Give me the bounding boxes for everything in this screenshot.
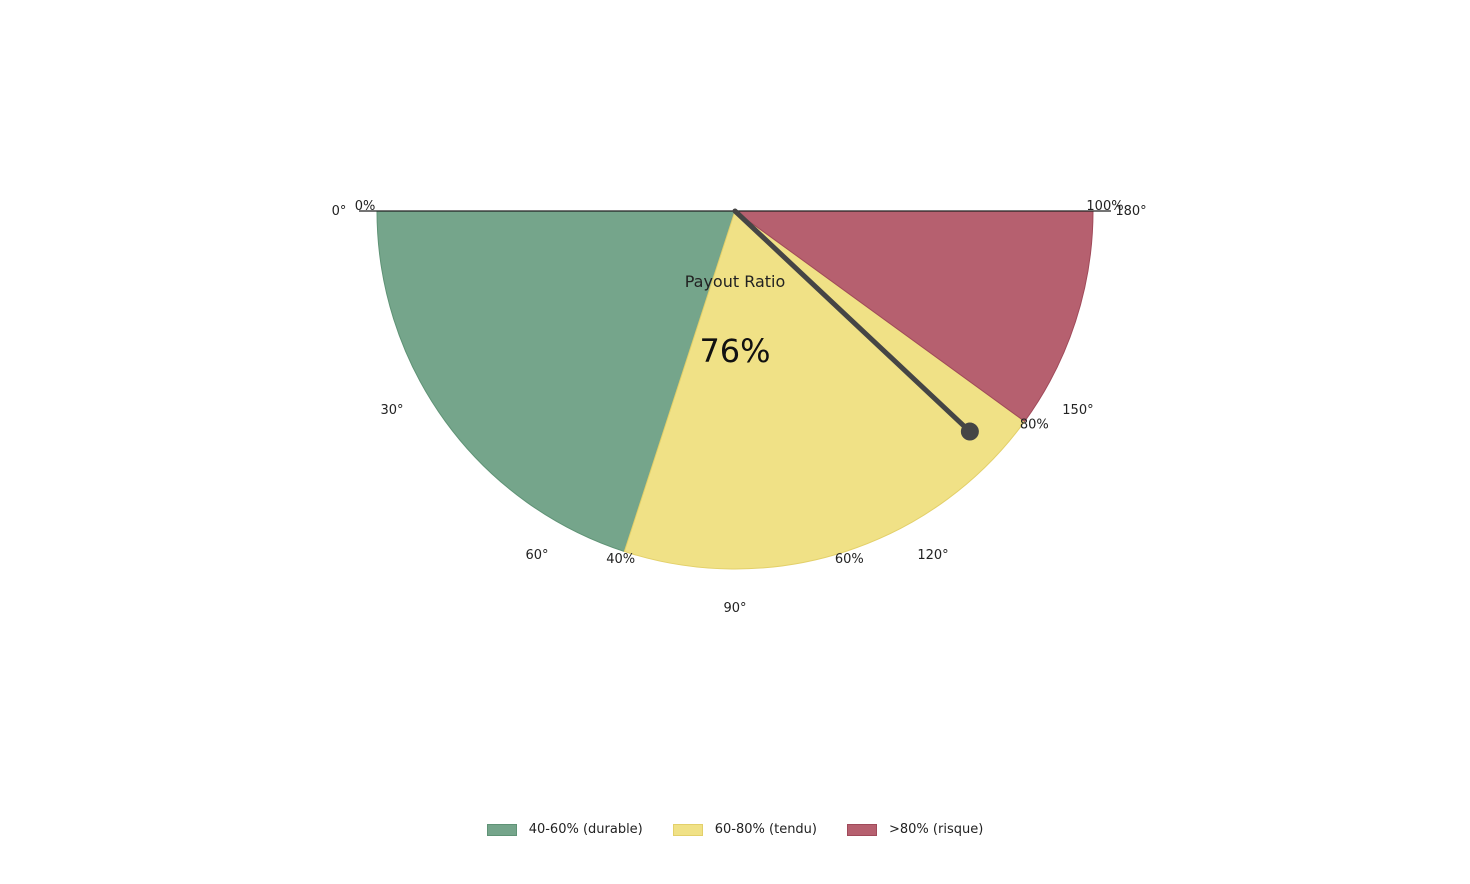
- legend: 40-60% (durable) 60-80% (tendu) >80% (ri…: [0, 822, 1470, 837]
- angle-tick-label: 0°: [332, 204, 347, 219]
- angle-tick-label: 180°: [1115, 204, 1146, 219]
- percent-tick-label: 80%: [1020, 417, 1049, 432]
- legend-swatch-risque: [847, 823, 877, 836]
- gauge-needle: [732, 208, 979, 441]
- gauge-band-0: [376, 210, 736, 553]
- legend-swatch-durable: [486, 823, 517, 836]
- angle-tick-label: 120°: [917, 548, 948, 563]
- percent-tick-label: 60%: [835, 552, 864, 567]
- gauge-needle-tip: [960, 422, 979, 441]
- gauge-title: Payout Ratio: [685, 272, 786, 291]
- legend-item-durable: 40-60% (durable): [486, 822, 643, 837]
- legend-item-tendu: 60-80% (tendu): [672, 822, 817, 837]
- angle-tick-label: 60°: [525, 548, 548, 563]
- angle-tick-label: 30°: [381, 403, 404, 418]
- gauge-bands: [376, 210, 1094, 570]
- percent-tick-label: 100%: [1086, 199, 1123, 214]
- gauge-band-1: [623, 210, 1026, 570]
- legend-swatch-tendu: [672, 823, 703, 836]
- gauge-needle-line: [732, 208, 973, 435]
- legend-label-risque: >80% (risque): [889, 822, 984, 837]
- legend-label-tendu: 60-80% (tendu): [714, 822, 817, 837]
- gauge-tick-labels: 0% 40% 60% 80% 100% 0° 30° 60° 90° 120° 150° 180°: [332, 199, 1147, 616]
- legend-label-durable: 40-60% (durable): [528, 822, 643, 837]
- percent-tick-label: 40%: [606, 552, 635, 567]
- percent-tick-label: 0%: [355, 199, 376, 214]
- gauge-band-2: [733, 210, 1094, 423]
- angle-tick-label: 90°: [723, 601, 746, 616]
- legend-item-risque: >80% (risque): [847, 822, 983, 837]
- angle-tick-label: 150°: [1062, 403, 1093, 418]
- gauge-value: 76%: [699, 332, 770, 370]
